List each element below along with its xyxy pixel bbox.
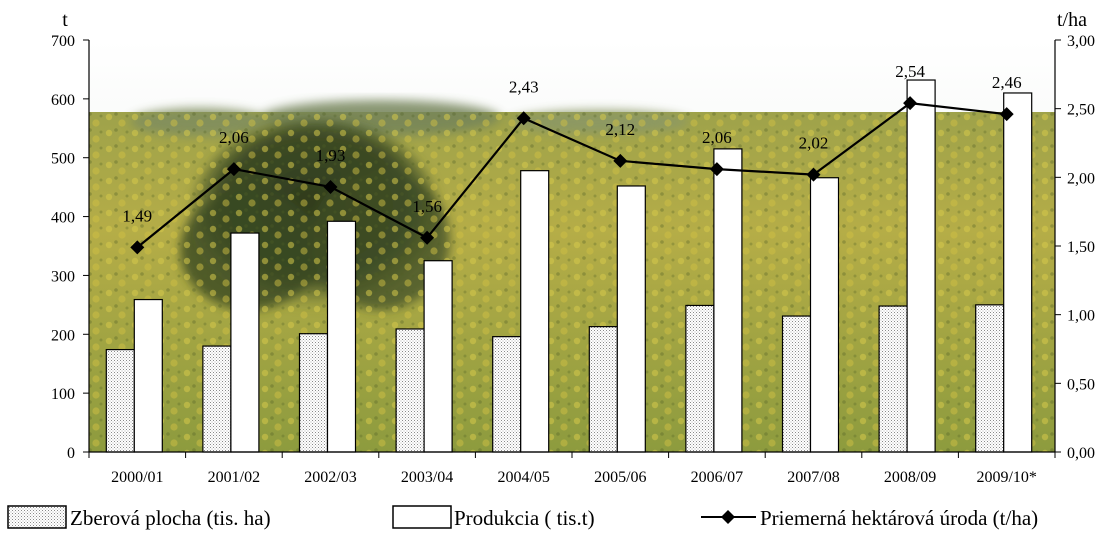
bar-production-1 (230, 232, 260, 453)
x-tick-label-7: 2007/08 (787, 469, 839, 486)
x-tick-label-6: 2006/07 (691, 469, 743, 486)
left-tick-label-1: 100 (51, 386, 75, 403)
axes-layer: 0 100 200 300 400 500 600 700 0,00 0,50 1,00 1,50 2,… (51, 33, 1095, 486)
legend: Zberová plocha (tis. ha) Produkcia ( tis… (7, 505, 1038, 530)
bars-layer (105, 79, 1033, 453)
x-tick-label-2: 2002/03 (304, 469, 356, 486)
bar-area-5 (588, 326, 618, 453)
bar-production-0 (133, 298, 163, 453)
bar-production-3 (423, 260, 453, 453)
yield-marker-9 (999, 107, 1014, 122)
yield-marker-0 (130, 240, 145, 255)
right-tick-label-6: 3,00 (1067, 33, 1095, 50)
right-tick-label-2: 1,00 (1067, 308, 1095, 325)
bar-production-5 (616, 185, 646, 453)
yield-marker-6 (709, 162, 724, 177)
yield-marker-8 (903, 96, 918, 111)
yield-marker-5 (613, 153, 628, 168)
yield-label-1: 2,06 (219, 128, 249, 147)
yield-label-3: 1,56 (412, 197, 442, 216)
yield-label-5: 2,12 (605, 120, 635, 139)
bar-area-8 (878, 305, 908, 453)
bar-production-6 (713, 148, 743, 453)
legend-label-yield: Priemerná hektárová úroda (t/ha) (760, 506, 1038, 530)
bar-production-7 (809, 177, 840, 453)
bar-area-1 (202, 345, 232, 453)
yield-marker-7 (806, 167, 821, 182)
yield-label-8: 2,54 (895, 62, 925, 81)
bar-area-7 (781, 315, 812, 453)
line-layer: 1,49 2,06 1,93 1,56 2,43 2,12 2,06 2,02 2,54 2,46 (122, 62, 1022, 255)
yield-label-4: 2,43 (509, 77, 539, 96)
right-tick-label-1: 0,50 (1067, 376, 1095, 393)
yield-label-7: 2,02 (799, 134, 829, 153)
x-tick-label-4: 2004/05 (497, 469, 549, 486)
bar-area-0 (105, 348, 135, 453)
yield-marker-1 (226, 162, 241, 177)
bar-area-9 (975, 304, 1005, 453)
legend-swatch-yield-marker (721, 510, 735, 524)
left-tick-label-7: 700 (51, 33, 75, 50)
bar-production-2 (326, 220, 357, 453)
x-tick-label-9: 2009/10* (976, 469, 1036, 486)
x-tick-label-5: 2005/06 (594, 469, 646, 486)
right-tick-label-5: 2,50 (1067, 102, 1095, 119)
x-tick-label-8: 2008/09 (884, 469, 936, 486)
x-tick-label-1: 2001/02 (208, 469, 260, 486)
legend-swatch-production (392, 505, 452, 529)
x-tick-label-3: 2003/04 (401, 469, 453, 486)
yield-label-2: 1,93 (316, 146, 346, 165)
bar-production-8 (906, 79, 936, 453)
bar-area-3 (395, 328, 425, 453)
yield-label-0: 1,49 (122, 206, 152, 225)
left-axis-unit: t (62, 9, 68, 31)
right-tick-label-3: 1,50 (1067, 239, 1095, 256)
yield-line (136, 102, 1007, 249)
yield-marker-2 (323, 179, 338, 194)
right-tick-label-0: 0,00 (1067, 445, 1095, 462)
left-tick-label-5: 500 (51, 151, 75, 168)
yield-marker-3 (420, 230, 435, 245)
x-tick-label-0: 2000/01 (111, 469, 163, 486)
bar-area-2 (298, 333, 329, 453)
right-axis-unit: t/ha (1057, 9, 1087, 31)
left-tick-label-4: 400 (51, 210, 75, 227)
left-tick-label-6: 600 (51, 92, 75, 109)
bar-production-9 (1003, 92, 1033, 453)
legend-swatch-area (7, 505, 67, 529)
yield-marker-4 (516, 111, 531, 126)
legend-label-production: Produkcia ( tis.t) (454, 506, 595, 530)
right-tick-label-4: 2,00 (1067, 170, 1095, 187)
legend-label-area: Zberová plocha (tis. ha) (70, 506, 271, 530)
bar-production-4 (520, 170, 550, 453)
bar-area-6 (685, 304, 715, 453)
bar-area-4 (492, 336, 522, 453)
yield-label-6: 2,06 (702, 128, 732, 147)
left-tick-label-2: 200 (51, 327, 75, 344)
left-tick-label-0: 0 (67, 445, 75, 462)
yield-label-9: 2,46 (992, 73, 1022, 92)
left-tick-label-3: 300 (51, 268, 75, 285)
